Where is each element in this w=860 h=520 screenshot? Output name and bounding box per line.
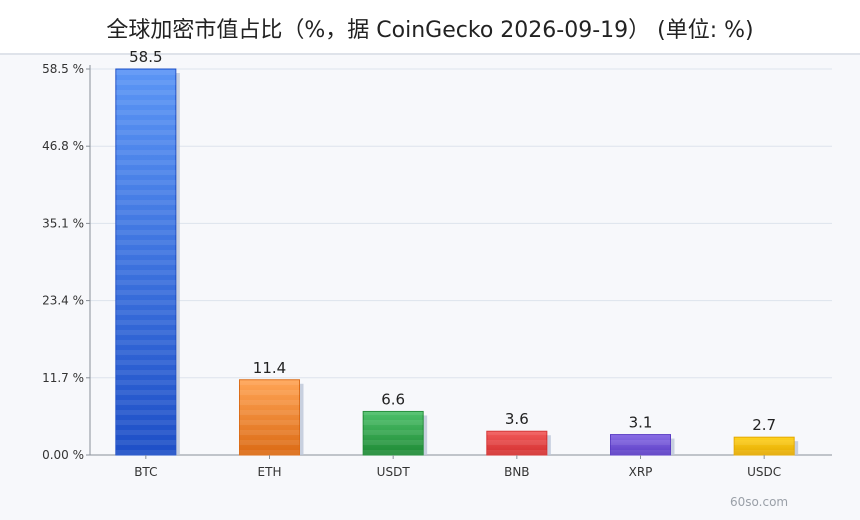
y-tick-label: 46.8 %: [42, 139, 84, 153]
y-tick-label: 58.5 %: [42, 62, 84, 76]
bar-texture-usdt: [363, 411, 424, 455]
chart-title: 全球加密市值占比（%，据 CoinGecko 2026-09-19） (单位: …: [106, 18, 754, 43]
value-label-usdt: 6.6: [381, 390, 405, 408]
y-tick-label: 23.4 %: [42, 294, 84, 308]
x-tick-label-bnb: BNB: [504, 465, 529, 479]
watermark: 60so.com: [730, 495, 789, 509]
bar-texture-usdc: [734, 437, 795, 455]
x-tick-label-eth: ETH: [258, 465, 282, 479]
x-tick-label-btc: BTC: [134, 465, 157, 479]
x-tick-label-xrp: XRP: [629, 465, 653, 479]
title-divider: [0, 53, 860, 55]
value-label-usdc: 2.7: [752, 416, 776, 434]
value-label-eth: 11.4: [253, 359, 286, 377]
value-label-btc: 58.5: [129, 48, 162, 66]
bar-texture-btc: [115, 69, 176, 455]
bar-texture-xrp: [610, 434, 671, 455]
y-tick-label: 11.7 %: [42, 371, 84, 385]
x-tick-label-usdc: USDC: [747, 465, 781, 479]
bar-texture-eth: [239, 379, 300, 455]
x-tick-label-usdt: USDT: [377, 465, 411, 479]
title-bar: 全球加密市值占比（%，据 CoinGecko 2026-09-19） (单位: …: [0, 0, 860, 54]
bar-texture-bnb: [486, 431, 547, 455]
y-tick-label: 0.00 %: [42, 448, 84, 462]
value-label-xrp: 3.1: [629, 414, 653, 432]
value-label-bnb: 3.6: [505, 410, 529, 428]
y-tick-label: 35.1 %: [42, 216, 84, 230]
